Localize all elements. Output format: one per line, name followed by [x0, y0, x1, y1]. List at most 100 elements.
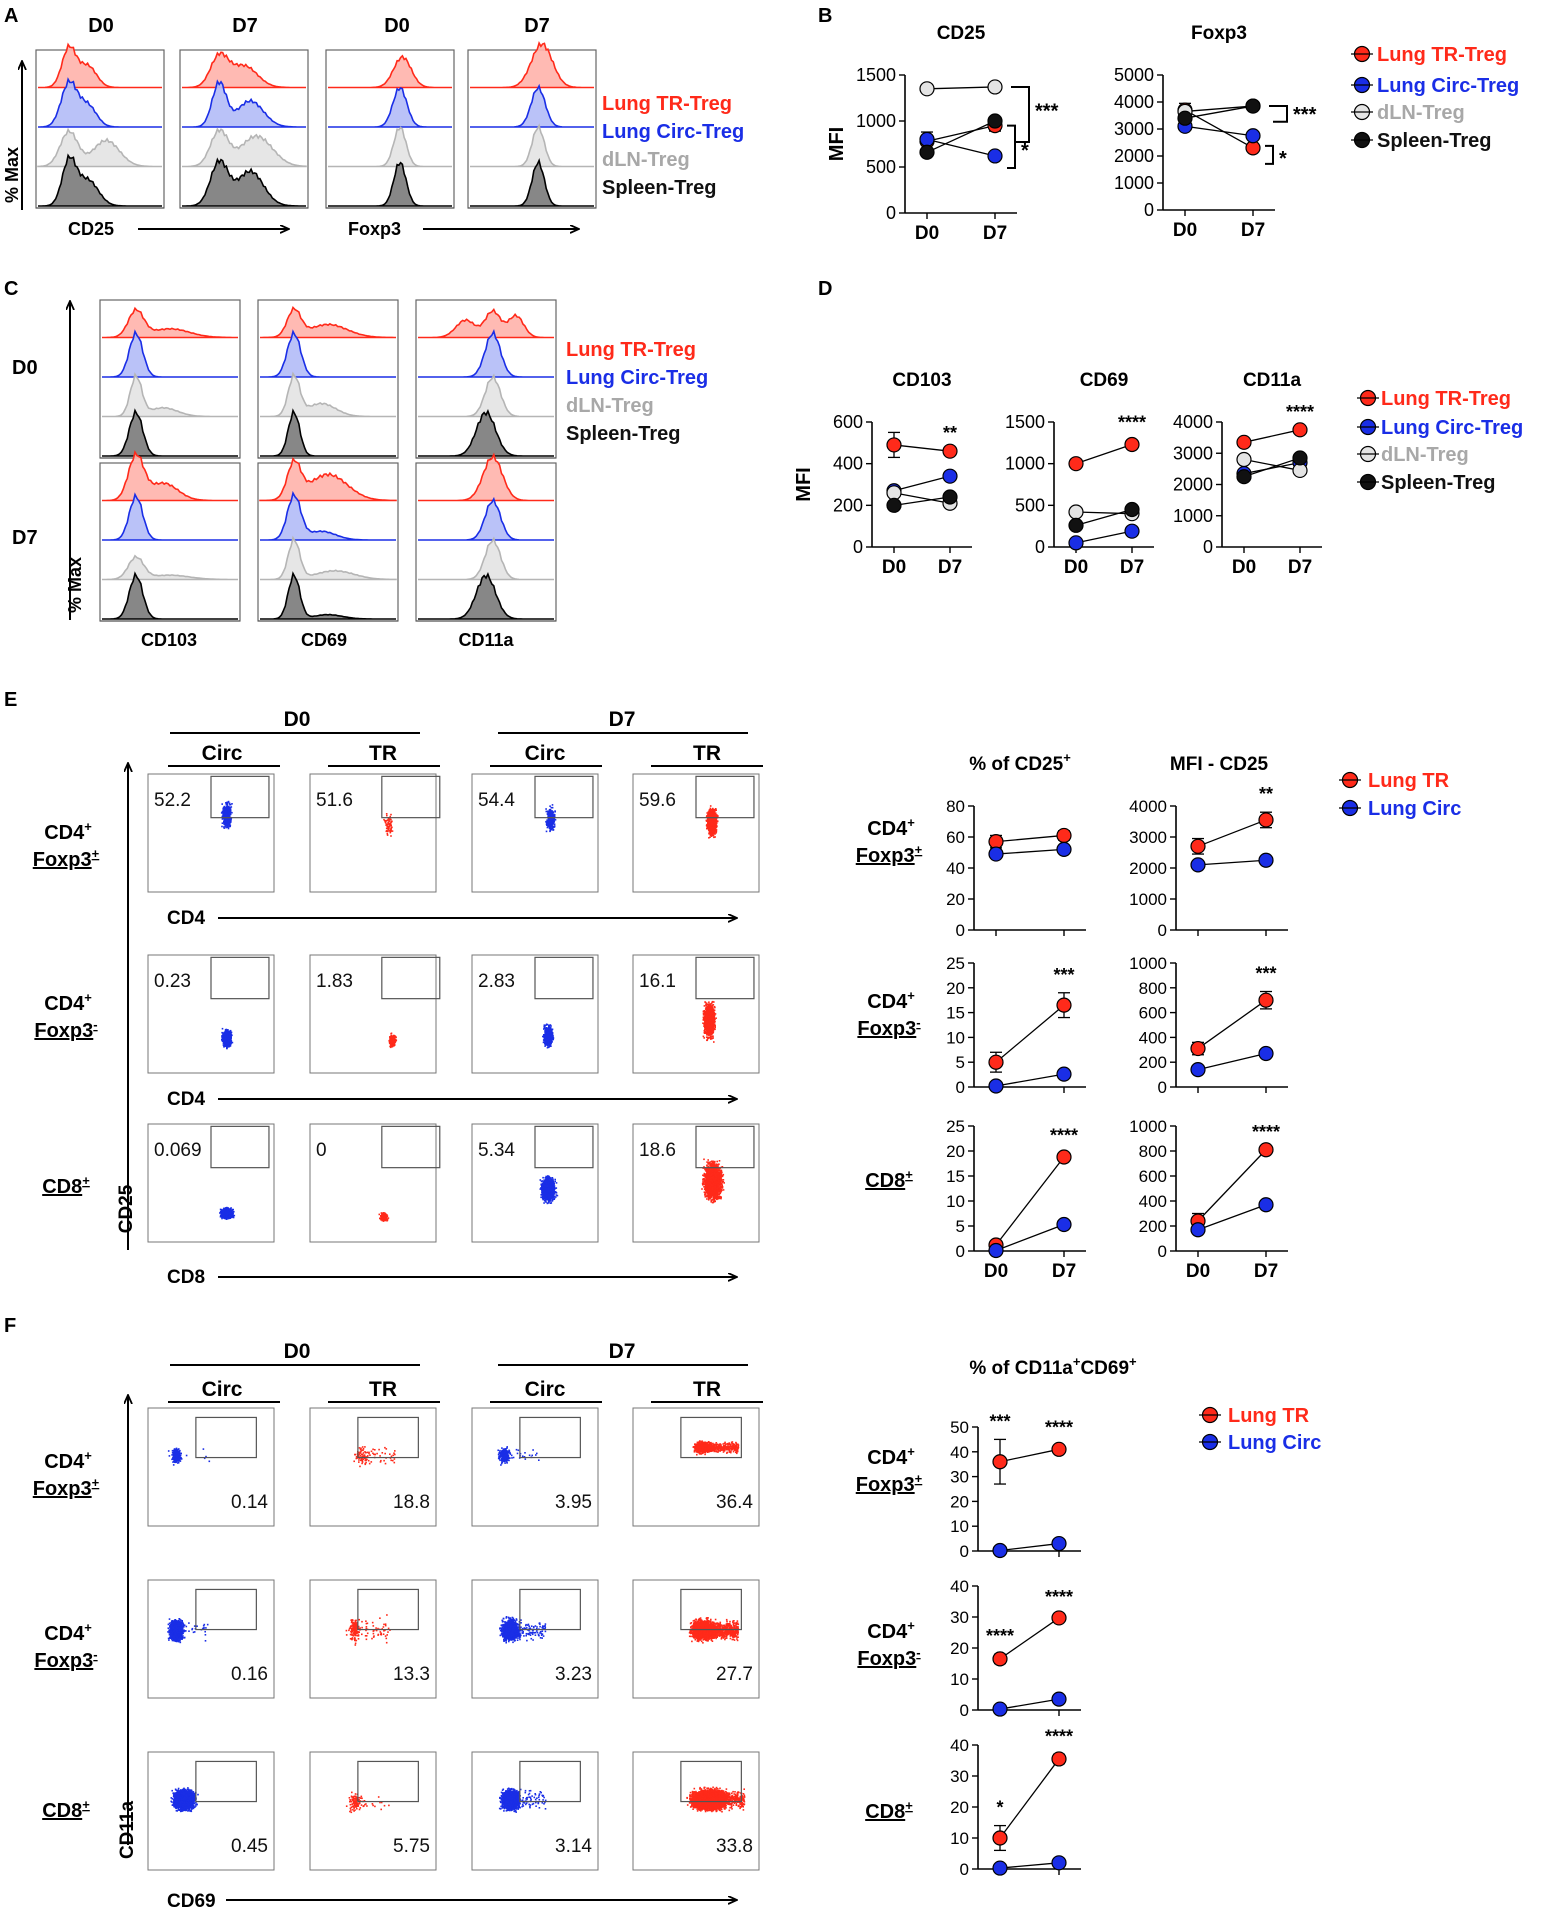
dot	[546, 1035, 548, 1037]
series-line	[893, 444, 951, 452]
legend-label-dln: dLN-Treg	[1381, 444, 1469, 466]
histogram-curve	[260, 408, 396, 457]
dot	[224, 1033, 227, 1036]
dot	[714, 829, 717, 832]
dot	[708, 815, 710, 818]
dot	[390, 818, 392, 821]
data-point	[1124, 523, 1140, 539]
dot	[228, 815, 230, 818]
dot	[552, 823, 554, 825]
dot	[224, 820, 226, 823]
data-point	[942, 489, 958, 505]
dot	[385, 820, 387, 822]
series-line	[1075, 443, 1133, 465]
dot	[226, 819, 229, 821]
series-line	[1184, 125, 1254, 137]
dot	[221, 822, 224, 824]
histogram-curve	[470, 123, 594, 168]
dot	[551, 1040, 553, 1043]
dot	[545, 830, 548, 833]
dot	[226, 804, 229, 806]
dot	[223, 826, 225, 828]
dot	[222, 812, 225, 815]
dot	[711, 819, 713, 821]
dot	[391, 1044, 394, 1047]
dot	[545, 1023, 548, 1026]
legend-label-spleen: Spleen-Treg	[1377, 130, 1491, 152]
legend-b: Lung TR-Treg Lung Circ-Treg dLN-Treg Spl…	[1351, 44, 1519, 152]
a-xlabel-cd25: CD25	[68, 219, 114, 239]
dot	[389, 823, 391, 825]
dot	[551, 825, 553, 828]
dot	[227, 808, 230, 811]
dot	[715, 809, 717, 811]
legend-label-circ: Lung Circ-Treg	[566, 367, 708, 389]
dot	[706, 812, 708, 814]
dot	[554, 810, 556, 813]
dot	[710, 810, 712, 812]
dot	[712, 834, 715, 837]
dot	[710, 829, 712, 832]
gate-percentage: 2.83	[478, 971, 515, 992]
dot	[707, 824, 709, 827]
y-tick-label: 0	[853, 537, 863, 557]
dot	[547, 1029, 550, 1031]
c-xlabel-cd103: CD103	[141, 630, 197, 650]
dot	[714, 809, 716, 811]
dot	[223, 806, 225, 809]
dot	[708, 837, 710, 839]
dot	[223, 813, 226, 815]
dot	[552, 826, 555, 828]
histogram-curve	[328, 126, 452, 168]
data-point	[1068, 517, 1084, 533]
dot	[708, 829, 711, 831]
dot	[229, 806, 231, 809]
dot	[392, 1039, 395, 1042]
dot	[551, 820, 553, 823]
dot	[715, 822, 718, 825]
y-tick-label: 1000	[1005, 454, 1045, 474]
histogram-curve	[418, 572, 554, 620]
dot	[548, 809, 551, 811]
data-point	[987, 113, 1003, 129]
dot	[549, 825, 551, 828]
dot	[227, 801, 229, 804]
data-point	[942, 443, 958, 459]
histogram-curve	[418, 373, 554, 418]
a-ylabel: % Max	[2, 147, 22, 203]
gate-box	[210, 775, 270, 819]
histogram-curve	[102, 408, 238, 457]
series-line	[926, 124, 996, 142]
dot	[713, 836, 715, 839]
c-xlabel-cd11a: CD11a	[458, 630, 514, 650]
chart-title: Foxp3	[1191, 23, 1247, 44]
dot	[550, 1042, 552, 1044]
dot	[711, 807, 714, 810]
dot	[385, 823, 388, 826]
dot	[549, 813, 551, 815]
legend-label-dln: dLN-Treg	[602, 149, 690, 171]
dot	[549, 1031, 551, 1033]
dot	[220, 812, 223, 814]
dot	[225, 820, 228, 822]
gate-box	[381, 775, 441, 819]
y-tick-label: 1500	[1005, 412, 1045, 432]
histogram-curve	[38, 77, 162, 128]
series-line	[926, 138, 996, 157]
dot	[227, 800, 230, 803]
dot	[390, 822, 392, 824]
histogram-curve	[102, 554, 238, 581]
dot	[547, 1037, 550, 1040]
data-point	[1177, 110, 1193, 126]
dot	[551, 806, 554, 809]
panel-c-histograms: D0 D7 % Max CD103 CD69 CD11a Lung TR-Tre…	[12, 299, 708, 650]
series-line	[893, 492, 951, 504]
dot	[711, 810, 714, 812]
histogram-curve	[418, 409, 554, 457]
y-tick-label: 1000	[856, 111, 896, 131]
dot	[713, 821, 715, 824]
dot	[551, 818, 554, 820]
data-point	[1124, 436, 1140, 453]
dot	[549, 1039, 551, 1042]
